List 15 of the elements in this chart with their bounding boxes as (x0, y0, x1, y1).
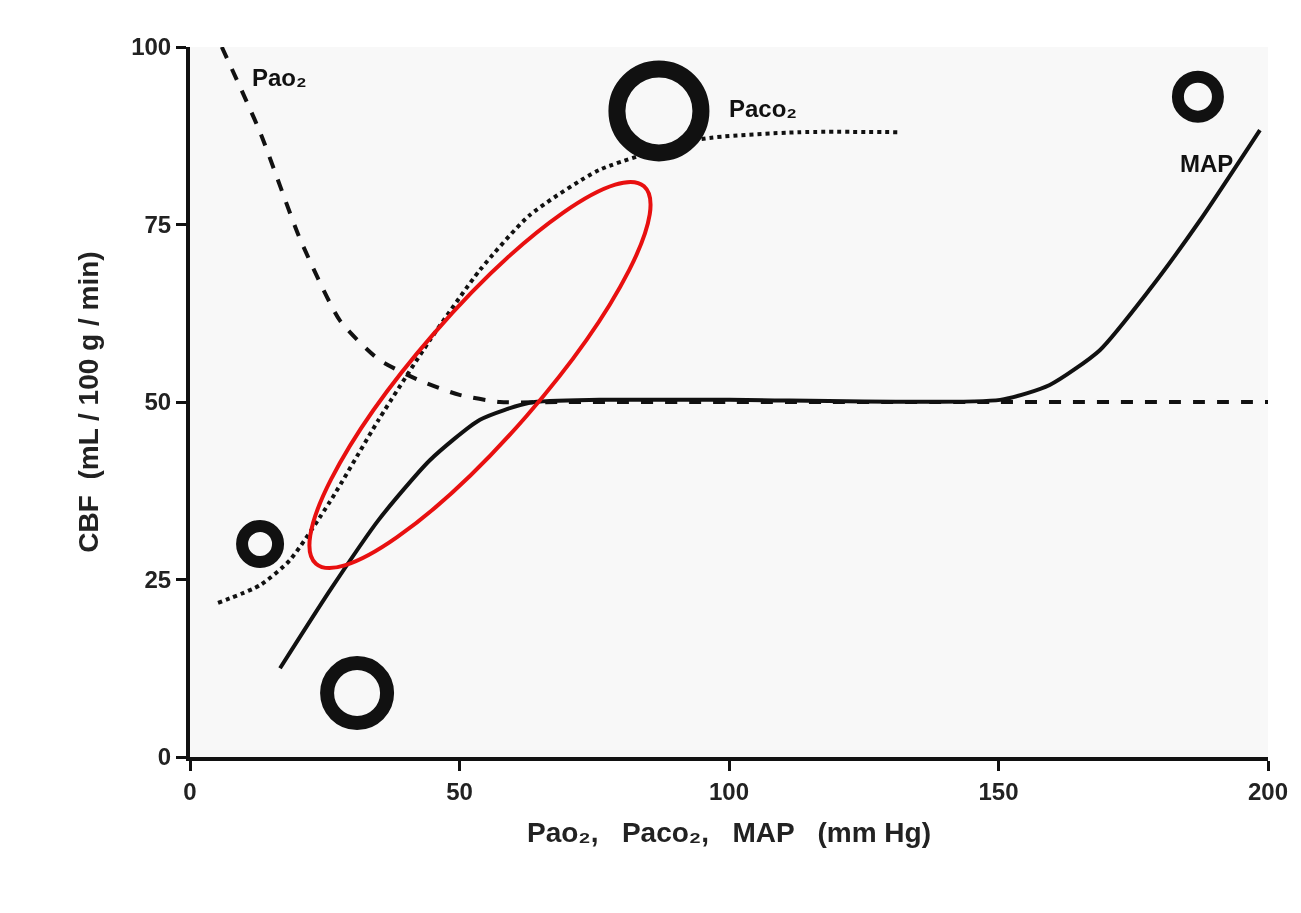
y-tick-label: 75 (144, 210, 172, 238)
series-label: Pao₂ (252, 64, 307, 91)
y-tick-label: 50 (144, 388, 172, 416)
x-tick-label: 200 (1247, 777, 1289, 805)
y-tick-label: 25 (144, 565, 172, 593)
x-axis-title: Pao₂, Paco₂, MAP (mm Hg) (527, 817, 931, 849)
y-tick-label: 0 (157, 743, 172, 771)
x-tick-label: 100 (708, 777, 750, 805)
x-tick-label: 150 (978, 777, 1019, 805)
y-axis-title: CBF (mL / 100 g / min) (73, 251, 105, 553)
series-label: Paco₂ (729, 95, 798, 122)
y-tick-label: 100 (131, 33, 172, 61)
x-tick-label: 50 (446, 777, 473, 805)
x-tick-label: 0 (183, 777, 197, 805)
series-label: MAP (1180, 150, 1234, 177)
